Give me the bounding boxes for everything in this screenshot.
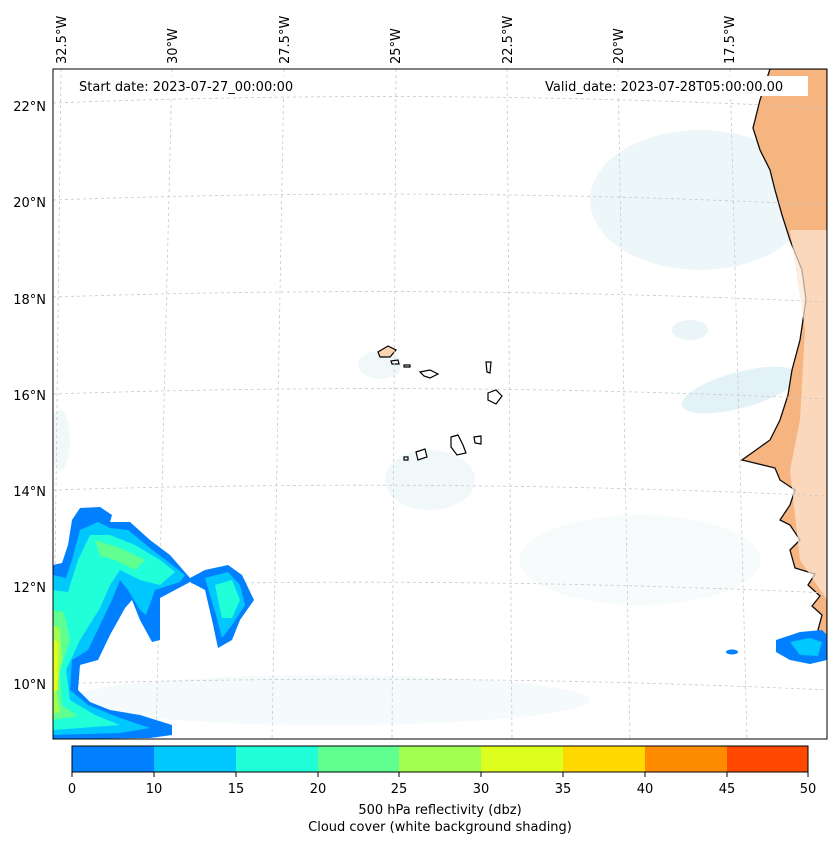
parallel-10n — [53, 678, 827, 691]
meridian-25w — [391, 69, 397, 739]
map-contents — [53, 69, 827, 739]
island-santa-luzia — [403, 364, 411, 368]
parallel-18n — [53, 291, 827, 303]
colorbar-frame — [71, 745, 809, 773]
meridian-22-5w — [506, 69, 513, 739]
reflectivity-east-15dbz — [790, 638, 822, 656]
lon-label-25w: 25°W — [389, 28, 404, 64]
colorbar-bin-10-15 — [154, 746, 236, 772]
longitude-labels: 32.5°W 30°W 27.5°W 25°W 22.5°W 20°W 17.5… — [55, 16, 738, 64]
colorbar-tick-15: 15 — [228, 782, 245, 797]
valid-date-text: Valid_date: 2023-07-28T05:00:00.00 — [545, 80, 783, 95]
lat-label-20n: 20°N — [13, 196, 46, 211]
lat-label-14n: 14°N — [13, 485, 46, 500]
colorbar-tick-labels: 0 10 15 20 25 30 35 40 45 50 — [68, 782, 816, 797]
map-border — [52, 68, 828, 740]
meridian-27-5w — [271, 69, 285, 739]
colorbar-tick-25: 25 — [391, 782, 408, 797]
colorbar-ticks — [71, 772, 809, 777]
island-sal — [485, 361, 492, 374]
lat-label-12n: 12°N — [13, 581, 46, 596]
reflectivity-west-cluster — [53, 507, 254, 739]
reflectivity-east-cell — [726, 649, 738, 655]
colorbar-tick-50: 50 — [800, 782, 817, 797]
start-date-text: Start date: 2023-07-27_00:00:00 — [79, 80, 293, 95]
parallel-14n — [53, 484, 827, 497]
lon-label-17-5w: 17.5°W — [723, 16, 738, 64]
colorbar-bin-15-20 — [236, 746, 318, 772]
latitude-labels: 22°N 20°N 18°N 16°N 14°N 12°N 10°N — [13, 100, 46, 693]
parallel-20n — [53, 193, 827, 206]
parallel-22n — [53, 96, 827, 109]
colorbar-tick-0: 0 — [68, 782, 76, 797]
land-pale-overlay — [790, 230, 827, 600]
lon-label-32-5w: 32.5°W — [55, 16, 70, 64]
start-date-box — [74, 76, 314, 96]
cloud-cover-shading — [53, 130, 810, 725]
colorbar-tick-45: 45 — [719, 782, 736, 797]
colorbar-label-reflectivity: 500 hPa reflectivity (dbz) — [358, 803, 521, 818]
reflectivity-east-cluster — [726, 630, 827, 664]
colorbar-tick-35: 35 — [555, 782, 572, 797]
colorbar-bin-0-10 — [72, 746, 154, 772]
reflectivity-35dbz — [53, 640, 58, 692]
colorbar-tick-40: 40 — [637, 782, 654, 797]
lat-label-18n: 18°N — [13, 293, 46, 308]
lat-label-16n: 16°N — [13, 389, 46, 404]
cape-verde-islands — [377, 345, 503, 461]
island-santo-antao — [377, 345, 397, 358]
lat-label-10n: 10°N — [13, 678, 46, 693]
colorbar-bin-35-40 — [563, 746, 645, 772]
island-sao-nicolau — [418, 369, 440, 379]
reflectivity-25dbz — [53, 540, 145, 720]
island-brava — [403, 456, 409, 461]
colorbar-tick-10: 10 — [146, 782, 163, 797]
meridian-17-5w — [729, 69, 748, 739]
island-maio — [473, 435, 482, 445]
colorbar: 0 10 15 20 25 30 35 40 45 50 500 hPa ref… — [68, 745, 816, 835]
lon-label-22-5w: 22.5°W — [501, 16, 516, 64]
colorbar-bin-45-50 — [727, 746, 808, 772]
island-sao-vicente — [390, 359, 400, 365]
lon-label-30w: 30°W — [166, 28, 181, 64]
colorbar-tick-30: 30 — [473, 782, 490, 797]
parallel-16n — [53, 388, 827, 400]
lat-label-22n: 22°N — [13, 100, 46, 115]
colorbar-bin-25-30 — [399, 746, 481, 772]
island-santiago — [450, 434, 467, 456]
colorbar-bin-30-35 — [481, 746, 563, 772]
colorbar-label-cloud-cover: Cloud cover (white background shading) — [308, 820, 572, 835]
colorbar-tick-20: 20 — [310, 782, 327, 797]
lon-label-27-5w: 27.5°W — [278, 16, 293, 64]
island-fogo — [415, 448, 428, 461]
island-boa-vista — [487, 389, 503, 405]
valid-date-box — [540, 76, 808, 96]
lon-label-20w: 20°W — [612, 28, 627, 64]
meridian-20w — [617, 69, 631, 739]
colorbar-bin-20-25 — [318, 746, 399, 772]
colorbar-bin-40-45 — [645, 746, 727, 772]
reflectivity-20dbz — [53, 535, 240, 730]
